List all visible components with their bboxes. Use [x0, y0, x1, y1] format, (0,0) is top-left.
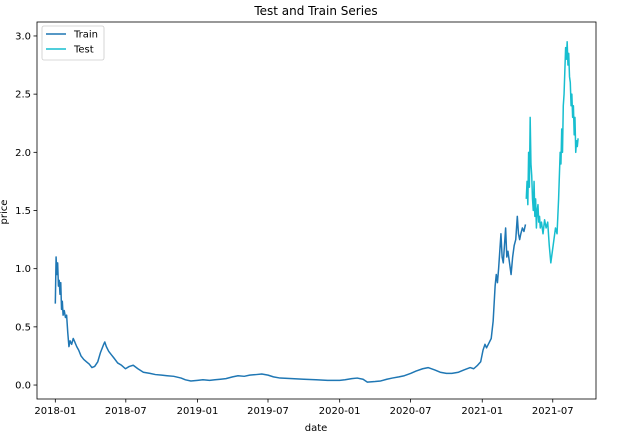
y-tick-label: 1.5: [15, 206, 31, 217]
series-lines: [54, 41, 579, 383]
x-tick-label: 2019-01: [177, 406, 219, 417]
x-tick-label: 2018-01: [34, 406, 76, 417]
x-tick-label: 2021-01: [461, 406, 503, 417]
x-tick-label: 2018-07: [105, 406, 147, 417]
x-axis: 2018-01 2018-07 2019-01 2019-07 2020-01 2020-…: [34, 399, 574, 417]
x-axis-label: date: [305, 423, 328, 434]
x-tick-label: 2021-07: [532, 406, 574, 417]
x-tick-label: 2020-01: [319, 406, 361, 417]
y-tick-label: 1.0: [15, 264, 31, 275]
legend: Train Test: [41, 25, 105, 61]
series-line-train: [54, 215, 527, 383]
chart-title: Test and Train Series: [253, 4, 377, 18]
x-tick-label: 2019-07: [247, 406, 289, 417]
y-tick-label: 3.0: [15, 31, 31, 42]
y-axis: 0.0 0.5 1.0 1.5 2.0 2.5 3.0: [15, 31, 37, 392]
y-axis-label: price: [0, 200, 10, 225]
legend-train-label: Train: [73, 30, 98, 41]
y-tick-label: 2.5: [15, 90, 31, 101]
plot-area: [36, 21, 597, 400]
series-line-test: [525, 41, 579, 264]
y-tick-label: 2.0: [15, 148, 31, 159]
y-tick-label: 0.5: [15, 322, 31, 333]
legend-test-label: Test: [73, 45, 94, 56]
x-tick-label: 2020-07: [390, 406, 432, 417]
y-tick-label: 0.0: [15, 381, 31, 392]
plot-background: [36, 21, 597, 400]
